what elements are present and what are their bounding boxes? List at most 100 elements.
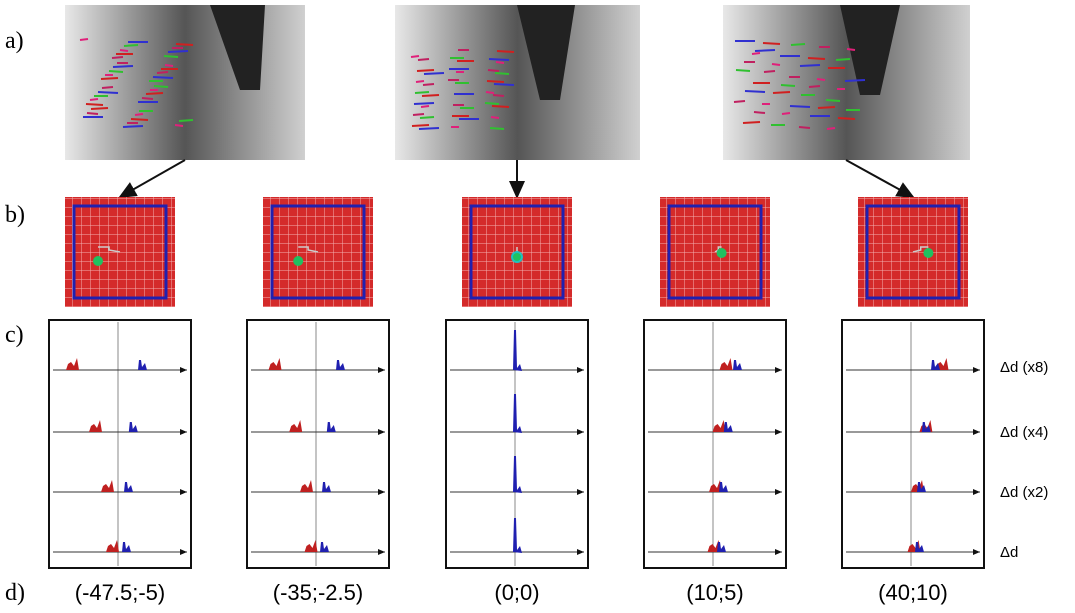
scale-label: Δd [1000, 544, 1018, 561]
feature-track [418, 127, 440, 130]
histogram-blue [128, 422, 138, 432]
feature-track [97, 91, 119, 94]
feature-track [494, 72, 510, 75]
coordinate-label: (10;5) [686, 580, 743, 605]
feature-track [751, 52, 761, 55]
feature-track [164, 64, 174, 67]
feature-track [816, 78, 826, 81]
histogram-blue [931, 360, 940, 370]
feature-track [178, 119, 194, 122]
coordinate-label: (40;10) [878, 580, 948, 605]
histogram-panel [48, 319, 192, 569]
search-window [270, 204, 366, 300]
histogram-panel [841, 319, 985, 569]
feature-track [167, 50, 189, 53]
feature-track [781, 112, 791, 115]
feature-track [754, 49, 776, 52]
histogram-blue [921, 422, 931, 432]
histogram-red [268, 358, 282, 370]
position [716, 248, 727, 258]
feature-track [808, 85, 821, 88]
feature-track [488, 58, 510, 61]
corridor [210, 5, 900, 100]
feature-track [807, 57, 826, 60]
histogram-blue [326, 422, 336, 432]
feature-track [153, 85, 169, 88]
feature-track [763, 70, 776, 73]
feature-track [844, 79, 866, 82]
feature-track [79, 38, 89, 41]
histogram-blue [122, 542, 131, 552]
feature-track [490, 116, 500, 119]
camera-images [65, 5, 970, 199]
histogram-blue [717, 542, 726, 552]
search-window [72, 204, 168, 300]
feature-track [85, 103, 104, 106]
scale-label: Δd (x8) [1000, 359, 1048, 376]
feature-track [799, 64, 821, 67]
feature-track [422, 83, 435, 86]
feature-track [108, 70, 124, 73]
feature-track [744, 90, 766, 93]
trajectory [98, 246, 121, 253]
histogram-red [709, 480, 722, 492]
feature-track [486, 80, 505, 83]
coordinate-label: (-35;-2.5) [273, 580, 363, 605]
feature-track [414, 91, 430, 94]
row-label: c) [5, 322, 24, 348]
feature-track [421, 94, 440, 97]
histogram-panel [643, 319, 787, 569]
histogram-blue [336, 360, 345, 370]
histogram-blue [124, 482, 133, 492]
feature-track [412, 113, 425, 116]
feature-track [86, 112, 99, 115]
feature-track [491, 105, 510, 108]
histogram-blue [513, 456, 522, 493]
histogram-blue [723, 422, 733, 432]
feature-track [496, 50, 515, 53]
feature-track [145, 92, 164, 95]
histogram-blue [513, 330, 522, 371]
coordinate-label: (-47.5;-5) [75, 580, 165, 605]
histogram-blue [719, 482, 728, 492]
feature-track [411, 124, 430, 127]
row-label: a) [5, 28, 24, 54]
feature-track [419, 116, 435, 119]
histogram-red [89, 420, 102, 432]
position [293, 256, 304, 266]
row-label: d) [5, 580, 25, 606]
histogram-red [719, 358, 733, 370]
feature-track [798, 126, 811, 129]
feature-track [837, 117, 856, 120]
feature-track [493, 83, 515, 86]
feature-track [90, 107, 109, 110]
feature-track [762, 42, 781, 45]
arrow [118, 159, 186, 198]
feature-track [487, 69, 500, 72]
feature-track [742, 121, 761, 124]
arrow [845, 159, 915, 198]
feature-track [489, 127, 505, 130]
feature-track [100, 77, 119, 80]
feature-track [492, 94, 505, 97]
scale-label: Δd (x2) [1000, 484, 1048, 501]
position [923, 248, 934, 258]
histogram-blue [733, 360, 742, 370]
histogram-blue [138, 360, 147, 370]
feature-track [780, 84, 796, 87]
feature-track [152, 76, 174, 79]
feature-track [753, 111, 766, 114]
feature-track [484, 102, 500, 105]
feature-track [119, 49, 129, 52]
histogram-panel [246, 319, 390, 569]
histogram-blue [320, 542, 329, 552]
position [93, 256, 103, 266]
histogram-blue [917, 482, 926, 492]
feature-track [485, 91, 495, 94]
feature-track [89, 98, 99, 101]
feature-track [134, 113, 144, 116]
search-window [865, 204, 961, 300]
camera-image [395, 5, 640, 160]
feature-track [771, 63, 781, 66]
feature-track [130, 118, 149, 121]
